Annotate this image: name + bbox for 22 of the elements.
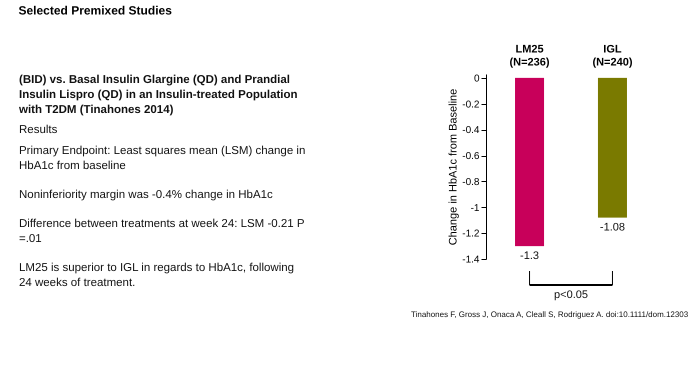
text: (BID) vs. Basal Insulin Glargine (QD) and Prandial Insulin Lispro (QD) in an Insulin-treated Population with T2DM (Tinahones 2014) (18, 74, 298, 116)
y-axis-title: Change in HbA1c from Baseline (447, 88, 460, 246)
text: Primary Endpoint: Least squares mean (LSM) change in HbA1c from baseline (19, 145, 306, 172)
text: p<0.05 (554, 289, 588, 301)
text: Results (19, 124, 58, 136)
text: Noninferiority margin was -0.4% change in HbA1c (19, 189, 274, 201)
text: Difference between treatments at week 24: LSM -0.21 P =.01 (19, 218, 305, 245)
text: Tinahones F, Gross J, Onaca A, Cleall S, Rodriguez A. doi:10.1111/dom.12303 (411, 310, 689, 319)
y-tick-label: -1.4 (462, 254, 480, 266)
y-tick-label: -1 (470, 202, 480, 214)
x-tick-label: IGL (N=240) (592, 44, 633, 68)
data-label: -1.08 (600, 222, 625, 234)
y-tick-label: -0.6 (462, 151, 480, 162)
data-label: -1.3 (520, 250, 540, 262)
y-tick-label: -1.2 (462, 228, 480, 240)
y-tick-label: -0.8 (462, 176, 480, 188)
x-tick-label: LM25 (N=236) (510, 44, 550, 68)
y-tick-label: -0.2 (462, 99, 480, 110)
y-tick-label: -0.4 (462, 125, 480, 136)
text: LM25 is superior to IGL in regards to HbA1c, following 24 weeks of treatment. (19, 262, 294, 289)
y-tick-label: 0 (474, 73, 480, 84)
text: Selected Premixed Studies (18, 4, 172, 18)
